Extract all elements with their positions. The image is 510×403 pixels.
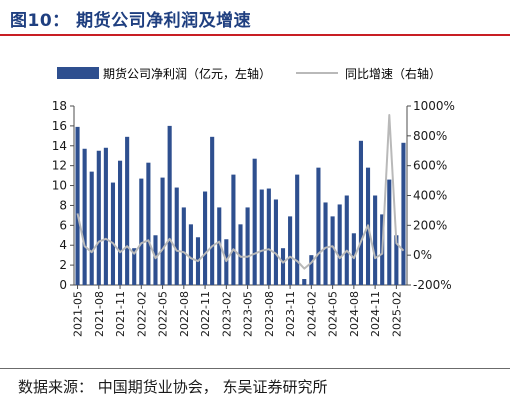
bar	[316, 167, 321, 285]
x-tick-label: 2023-08	[263, 291, 276, 337]
bar	[266, 188, 271, 285]
bar	[139, 178, 144, 285]
bar	[82, 148, 87, 285]
bar	[302, 279, 307, 285]
x-tick-label: 2023-05	[242, 291, 255, 337]
x-tick-label: 2021-08	[93, 291, 106, 337]
bar	[224, 239, 229, 285]
bar	[238, 224, 243, 285]
bar	[259, 189, 264, 285]
x-tick-label: 2024-05	[327, 291, 340, 337]
bar	[358, 140, 364, 285]
x-tick-label: 2022-05	[157, 291, 170, 337]
x-tick-label: 2021-05	[72, 291, 85, 337]
x-tick-label: 2023-11	[284, 291, 297, 337]
bar	[210, 136, 215, 285]
page-title: 图10： 期货公司净利润及增速	[10, 11, 252, 31]
bars	[75, 125, 406, 285]
source-divider	[0, 368, 510, 369]
left-tick-label: 12	[52, 159, 67, 173]
bar	[181, 207, 186, 285]
x-tick-label: 2024-08	[348, 291, 361, 337]
bar	[330, 216, 335, 285]
bar	[96, 150, 101, 285]
left-tick-label: 18	[52, 99, 67, 113]
x-tick-label: 2022-08	[178, 291, 191, 337]
left-tick-label: 8	[59, 198, 67, 212]
right-tick-label: 800%	[413, 129, 447, 143]
bar	[174, 187, 179, 285]
left-tick-label: 4	[59, 238, 67, 252]
bar	[75, 126, 80, 285]
bar	[153, 235, 158, 285]
bar	[344, 195, 349, 285]
left-tick-label: 0	[59, 278, 67, 292]
right-tick-label: 200%	[413, 218, 447, 232]
source-note: 数据来源： 中国期货业协会， 东吴证券研究所	[18, 378, 328, 396]
right-tick-label: 600%	[413, 159, 447, 173]
axes: 0 2 4 6 8 10 12 14 16 18 -200% 0% 200% 400% 600% 800% 10…	[52, 99, 455, 337]
x-tick-label: 2021-11	[114, 291, 127, 337]
bar	[280, 248, 286, 285]
chart: 期货公司净利润（亿元，左轴） 同比增速（右轴） 0 2 4 6 8 10 12 14 16 18 -…	[52, 66, 455, 337]
bar	[89, 171, 94, 285]
bar	[125, 136, 130, 285]
bar	[110, 182, 116, 285]
bar	[132, 248, 137, 285]
bar	[309, 255, 314, 285]
bar	[387, 179, 392, 285]
bar	[103, 147, 108, 285]
bar	[373, 195, 378, 285]
left-tick-label: 2	[59, 258, 67, 272]
legend-bar-swatch	[57, 67, 99, 79]
bar	[160, 177, 165, 285]
left-tick-label: 16	[52, 119, 67, 133]
bar	[167, 125, 172, 285]
x-tick-label: 2022-02	[135, 291, 148, 337]
bar	[245, 207, 250, 285]
left-tick-label: 10	[52, 179, 67, 193]
legend-bar-label: 期货公司净利润（亿元，左轴）	[103, 66, 271, 81]
bar	[231, 174, 236, 285]
legend: 期货公司净利润（亿元，左轴） 同比增速（右轴）	[57, 66, 441, 81]
growth-line	[76, 114, 405, 270]
growth-line-group	[76, 114, 405, 270]
x-tick-label: 2024-11	[369, 291, 382, 337]
bar	[323, 202, 328, 285]
legend-line-label: 同比增速（右轴）	[345, 66, 441, 81]
left-tick-label: 6	[59, 218, 67, 232]
x-tick-label: 2023-02	[220, 291, 233, 337]
x-tick-label: 2024-02	[305, 291, 318, 337]
bar	[288, 216, 293, 285]
x-tick-label: 2022-11	[199, 291, 212, 337]
bar	[394, 235, 399, 285]
right-tick-label: 1000%	[413, 99, 455, 113]
bar	[295, 174, 300, 285]
x-tick-label: 2025-02	[390, 291, 403, 337]
right-tick-label: -200%	[413, 278, 452, 292]
bar	[117, 160, 123, 285]
right-tick-label: 0%	[413, 248, 432, 262]
bar	[273, 199, 278, 285]
bar	[188, 224, 193, 285]
bar	[203, 191, 208, 285]
title-bar: 图10： 期货公司净利润及增速	[0, 0, 510, 36]
bar	[146, 162, 151, 285]
right-tick-label: 400%	[413, 189, 447, 203]
left-tick-label: 14	[52, 139, 67, 153]
bar	[401, 142, 406, 285]
bar	[337, 204, 342, 285]
bar	[252, 158, 257, 285]
bar	[217, 207, 222, 285]
